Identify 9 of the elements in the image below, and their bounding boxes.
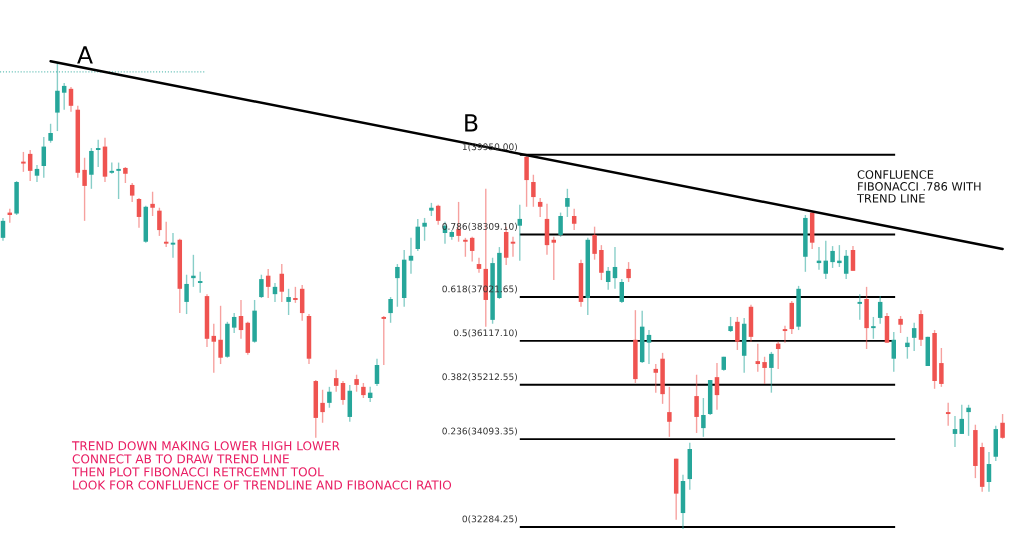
annotation: CONFLUENCE FIBONACCI .786 WITH TREND LINE (856, 170, 981, 203)
candlestick (476, 257, 482, 274)
annotation: A (77, 46, 93, 64)
ref-line-label: 0.382(35212.55) (442, 373, 517, 382)
ref-line-label: 0(32284.25) (462, 515, 517, 524)
annotation: B (465, 114, 478, 132)
ref-line-label: 0.5(36117.10) (453, 329, 517, 338)
ref-line-label: 0.236(34093.35) (442, 427, 517, 436)
annotation: TREND DOWN MAKING LOWER HIGH LOWER CONNECT AB TO DRAW TREND LINE THEN PLOT FIBONACCI RETRCEMNT TOOL LOOK FOR CONFLUENCE OF TRENDLINE AND FIBONACCI RATIO (71, 441, 452, 490)
